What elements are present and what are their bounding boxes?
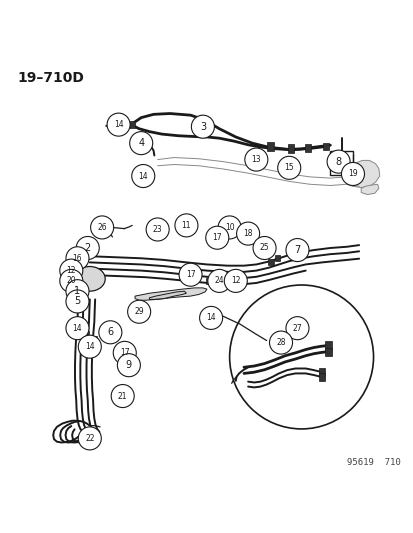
Text: 8: 8 xyxy=(335,157,341,167)
Circle shape xyxy=(178,263,202,286)
Bar xyxy=(318,374,325,381)
Polygon shape xyxy=(135,288,206,300)
Circle shape xyxy=(66,280,89,303)
Text: 23: 23 xyxy=(152,225,162,234)
Text: 19–710D: 19–710D xyxy=(18,71,85,85)
Text: 1: 1 xyxy=(74,286,81,296)
Text: 11: 11 xyxy=(181,221,191,230)
Circle shape xyxy=(66,247,89,270)
Text: 95619  710: 95619 710 xyxy=(346,458,399,467)
Circle shape xyxy=(78,427,101,450)
Text: 14: 14 xyxy=(206,313,216,322)
Text: 20: 20 xyxy=(66,277,76,285)
Circle shape xyxy=(127,300,150,323)
Text: 17: 17 xyxy=(120,349,129,357)
Text: 26: 26 xyxy=(97,223,107,232)
Circle shape xyxy=(199,306,222,329)
Circle shape xyxy=(277,156,300,179)
Bar xyxy=(82,330,89,336)
Text: 14: 14 xyxy=(85,342,95,351)
Circle shape xyxy=(76,237,99,260)
Circle shape xyxy=(131,165,154,188)
Circle shape xyxy=(78,335,101,358)
Bar xyxy=(107,329,114,335)
Text: 7: 7 xyxy=(294,245,300,255)
Text: 17: 17 xyxy=(185,270,195,279)
Bar xyxy=(330,150,352,175)
Text: 22: 22 xyxy=(85,434,94,443)
Bar xyxy=(275,255,280,261)
Ellipse shape xyxy=(74,266,105,291)
Bar xyxy=(324,348,331,356)
Circle shape xyxy=(117,354,140,377)
Circle shape xyxy=(244,148,267,171)
Circle shape xyxy=(90,216,114,239)
Circle shape xyxy=(107,113,130,136)
Text: 27: 27 xyxy=(292,324,301,333)
Circle shape xyxy=(59,269,83,293)
Bar xyxy=(323,143,329,150)
Text: 16: 16 xyxy=(72,254,82,263)
Text: 17: 17 xyxy=(212,233,221,242)
Polygon shape xyxy=(360,184,378,195)
Text: 2: 2 xyxy=(84,243,90,253)
Circle shape xyxy=(207,269,230,293)
Text: 29: 29 xyxy=(134,307,144,316)
Circle shape xyxy=(326,150,349,173)
Text: 3: 3 xyxy=(199,122,205,132)
Circle shape xyxy=(113,341,136,365)
Text: 18: 18 xyxy=(243,229,252,238)
Circle shape xyxy=(111,384,134,408)
Circle shape xyxy=(269,331,292,354)
Polygon shape xyxy=(346,160,379,188)
Bar xyxy=(287,144,294,152)
Circle shape xyxy=(129,132,152,155)
Bar xyxy=(206,278,211,284)
Text: 28: 28 xyxy=(275,338,285,347)
Circle shape xyxy=(205,226,228,249)
Text: 6: 6 xyxy=(107,327,113,337)
Text: 10: 10 xyxy=(224,223,234,232)
Circle shape xyxy=(224,269,247,293)
Circle shape xyxy=(285,239,308,262)
Bar xyxy=(318,368,325,376)
Bar xyxy=(193,271,199,278)
Bar xyxy=(267,259,273,265)
Bar xyxy=(74,325,81,331)
Bar xyxy=(90,336,97,341)
Bar xyxy=(139,173,147,179)
Text: 12: 12 xyxy=(230,277,240,285)
Circle shape xyxy=(66,290,89,313)
Circle shape xyxy=(146,218,169,241)
Text: 25: 25 xyxy=(259,244,269,253)
Circle shape xyxy=(66,317,89,340)
Text: 19: 19 xyxy=(347,169,357,179)
Text: 14: 14 xyxy=(114,120,123,129)
Text: 5: 5 xyxy=(74,296,81,306)
Circle shape xyxy=(252,237,275,260)
Text: 24: 24 xyxy=(214,277,223,285)
Text: 14: 14 xyxy=(72,324,82,333)
Text: 15: 15 xyxy=(284,163,293,172)
Polygon shape xyxy=(149,291,186,300)
Text: 14: 14 xyxy=(138,172,148,181)
Circle shape xyxy=(341,163,363,185)
Text: 4: 4 xyxy=(138,138,144,148)
Circle shape xyxy=(285,317,308,340)
Text: 13: 13 xyxy=(251,155,261,164)
Text: 9: 9 xyxy=(126,360,132,370)
Circle shape xyxy=(59,259,83,282)
Bar xyxy=(324,341,331,350)
Circle shape xyxy=(99,321,121,344)
Circle shape xyxy=(229,285,373,429)
Bar xyxy=(126,122,135,128)
Circle shape xyxy=(236,222,259,245)
Text: 21: 21 xyxy=(118,392,127,400)
Text: 12: 12 xyxy=(66,266,76,275)
Circle shape xyxy=(191,115,214,138)
Bar xyxy=(304,144,310,152)
Circle shape xyxy=(175,214,197,237)
Circle shape xyxy=(218,216,240,239)
Bar xyxy=(266,142,274,151)
